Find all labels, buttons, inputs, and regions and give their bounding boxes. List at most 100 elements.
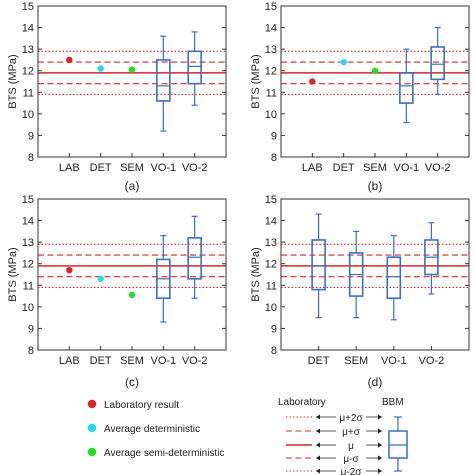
plot-frame [37,5,227,158]
point-semi-deterministic [371,67,379,74]
x-tick-label: VO-2 [419,355,445,367]
box-vo-2 [187,31,202,106]
legend-label-bg [336,452,366,464]
x-tick-label: VO-2 [182,162,208,174]
arrow-left-icon [316,468,320,474]
x-tick-label: VO-1 [150,355,176,367]
box-vo-2 [187,215,202,299]
y-axis-label: BTS (MPa) [7,247,19,301]
x-tick-label: VO-2 [182,355,208,367]
y-tick-label: 10 [22,109,34,121]
box-det [311,213,326,319]
y-tick-label: 15 [265,194,277,206]
legend-label: Laboratory result [104,400,179,411]
x-tick-label: DET [90,162,112,174]
y-tick-label: 8 [28,152,34,164]
arrow-left-icon [316,428,320,434]
x-tick-label: DET [308,355,330,367]
box-vo-1 [399,48,414,124]
arrow-left-icon [316,414,320,420]
panel-label: (d) [368,375,383,389]
box-sem [348,230,364,319]
plot-frame [37,198,227,351]
point-laboratory [309,78,316,85]
legend-line-label: μ+σ [342,427,361,438]
y-axis-label: BTS (MPa) [7,54,19,108]
panel-a: 8 9 10 11 12 13 14 15 BTS (MPa) LAB DET SEM VO-1 VO-2… [7,1,227,193]
panel-label: (b) [368,179,383,193]
box-iqr [311,239,326,291]
arrow-right-icon [378,414,382,420]
x-tick-label: LAB [302,162,323,174]
x-tick-label: DET [333,162,355,174]
legend-marker-deterministic [87,423,97,433]
x-tick-label: SEM [363,162,387,174]
x-tick-label: VO-1 [381,355,407,367]
y-tick-label: 8 [28,345,34,357]
arrow-right-icon [378,442,382,448]
legend-label-bg [336,439,366,451]
box-iqr [156,59,171,102]
panel-d: 8 9 10 11 12 13 14 15 BTS (MPa) DET SEM VO-1 VO-2 (d) [250,194,470,389]
box-iqr [187,50,202,85]
box-iqr [187,237,202,280]
panel-b: 8 9 10 11 12 13 14 15 BTS (MPa) LAB DET SEM VO-1 VO-2… [250,1,470,193]
box-iqr [386,256,402,300]
y-tick-label: 10 [265,109,277,121]
point-deterministic [97,65,104,72]
y-tick-label: 8 [271,152,277,164]
point-semi-deterministic [128,291,136,299]
y-tick-label: 14 [22,216,34,228]
box-vo-2 [430,26,445,96]
plot-frame [280,198,470,351]
x-tick-label: SEM [344,355,368,367]
panel-c: 8 9 10 11 12 13 14 15 BTS (MPa) LAB DET SEM VO-1 VO-2… [7,194,227,389]
y-tick-label: 9 [271,323,277,335]
y-tick-label: 12 [265,259,277,271]
y-tick-label: 11 [266,87,277,99]
legend-bbm-header: BBM [382,397,404,408]
y-tick-label: 13 [22,44,34,56]
legend-label-bg [336,411,366,423]
point-laboratory [66,266,73,274]
x-tick-label: VO-2 [425,162,451,174]
y-tick-label: 9 [271,130,277,142]
point-deterministic [340,58,347,66]
x-tick-label: LAB [59,355,80,367]
x-tick-label: SEM [120,162,144,174]
legend-label: Average deterministic [104,424,200,435]
y-tick-label: 8 [271,345,277,357]
x-tick-label: VO-1 [393,162,419,174]
panel-label: (a) [125,179,140,193]
box-iqr [430,46,445,81]
y-tick-label: 11 [266,280,277,292]
y-axis-label: BTS (MPa) [250,247,262,301]
y-tick-label: 12 [22,259,34,271]
arrow-right-icon [378,455,382,461]
arrow-left-icon [316,442,320,448]
legend-line-label: μ-σ [343,454,359,465]
legend-line-label: μ+2σ [339,413,363,424]
legend-label-bg [336,425,366,437]
y-tick-label: 12 [265,66,277,78]
legend-laboratory-header: Laboratory [278,397,326,408]
y-tick-label: 15 [22,1,34,13]
box-iqr [399,72,414,104]
plot-frame [280,5,470,158]
box-vo-2 [424,222,439,295]
arrow-right-icon [378,428,382,434]
arrow-right-icon [378,468,382,474]
legend-marker-laboratory [87,399,97,409]
y-tick-label: 9 [28,130,34,142]
panel-label: (c) [125,375,139,389]
y-tick-label: 15 [22,194,34,206]
y-tick-label: 14 [265,216,277,228]
y-tick-label: 10 [22,302,34,314]
y-axis-label: BTS (MPa) [250,54,262,108]
box-vo-1 [156,235,171,323]
y-tick-label: 13 [22,237,34,249]
y-tick-label: 14 [22,23,34,35]
legend-marker-semi-deterministic [87,447,97,457]
x-tick-label: SEM [120,355,144,367]
